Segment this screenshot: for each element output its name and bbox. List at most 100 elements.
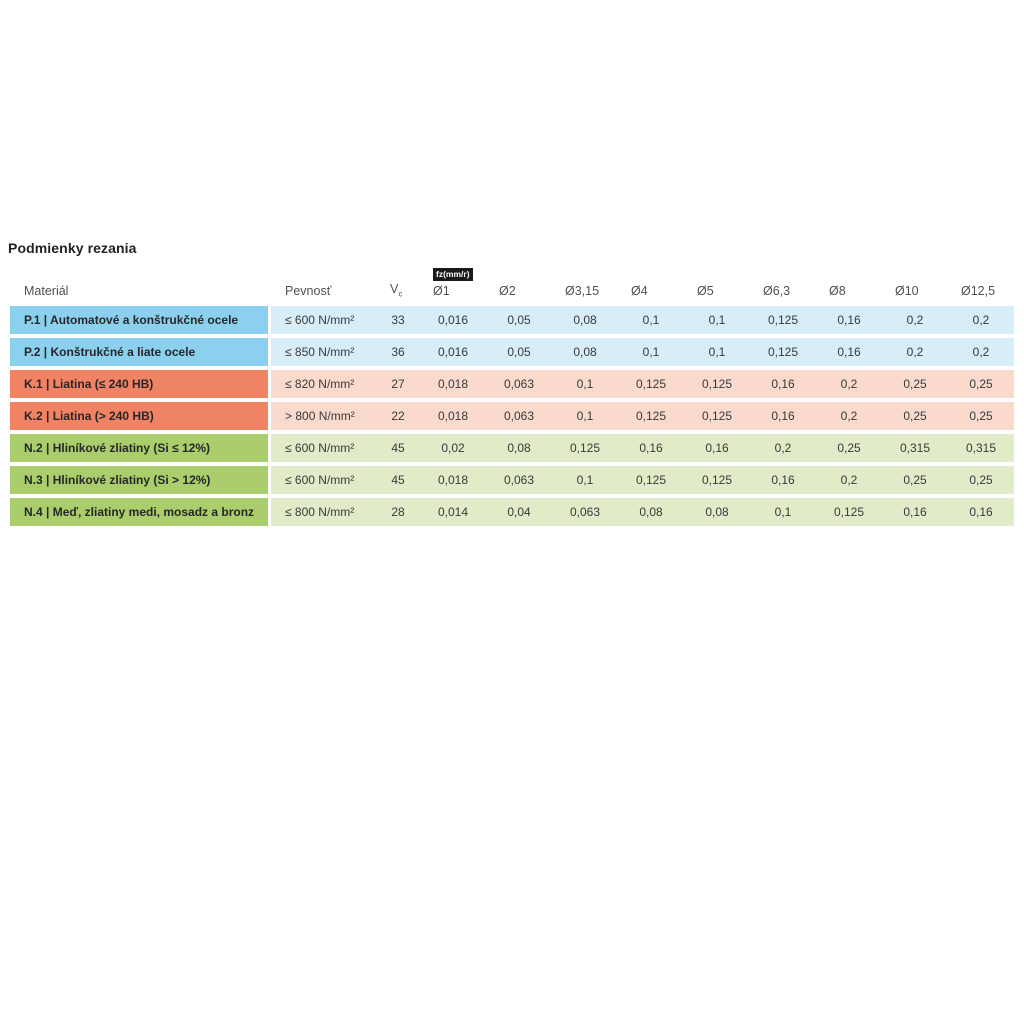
feed-value-cell: 0,16 [771, 409, 795, 423]
feed-value-cell: 0,08 [639, 505, 663, 519]
strength-cell: > 800 N/mm² [285, 409, 355, 423]
feed-value-cell: 0,25 [903, 473, 927, 487]
feed-value-cell: 0,04 [507, 505, 531, 519]
material-cell: N.4 | Meď, zliatiny medi, mosadz a bronz [10, 498, 268, 526]
feed-value-cell: 0,08 [705, 505, 729, 519]
table-row: K.1 | Liatina (≤ 240 HB) ≤ 820 N/mm² 27 0,0… [10, 370, 1014, 398]
catalog-page: Podmienky rezania Materiál Pevnosť Vc fz… [0, 241, 1024, 526]
feed-value-cell: 0,125 [569, 441, 601, 455]
feed-value-cell: 0,315 [899, 441, 931, 455]
column-header-diameter: fz(mm/r) Ø1 [420, 268, 486, 298]
feed-value-cell: 0,08 [507, 441, 531, 455]
table-body: P.1 | Automatové a konštrukčné ocele ≤ 60… [10, 306, 1014, 526]
feed-value-cell: 0,016 [437, 345, 469, 359]
feed-value-cell: 0,125 [767, 345, 799, 359]
feed-value-cell: 0,05 [507, 345, 531, 359]
feed-value-cell: 0,1 [642, 345, 660, 359]
feed-value-cell: 0,1 [774, 505, 792, 519]
row-values-band: > 800 N/mm² 22 0,018 0,063 0,1 0,125 0,125 0,16… [271, 402, 1014, 430]
feed-value-cell: 0,063 [503, 377, 535, 391]
feed-value-cell: 0,125 [767, 313, 799, 327]
feed-value-cell: 0,1 [576, 473, 594, 487]
vc-cell: 33 [391, 313, 405, 327]
feed-value-cell: 0,16 [771, 473, 795, 487]
feed-value-cell: 0,125 [635, 377, 667, 391]
material-cell: P.2 | Konštrukčné a liate ocele [10, 338, 268, 366]
column-header-diameter: Ø3,15 [552, 284, 618, 298]
feed-value-cell: 0,125 [635, 409, 667, 423]
diameter-label: Ø1 [433, 284, 450, 298]
feed-value-cell: 0,2 [774, 441, 792, 455]
diameter-label: Ø5 [697, 284, 714, 298]
column-header-diameter: Ø2 [486, 284, 552, 298]
row-values-band: ≤ 850 N/mm² 36 0,016 0,05 0,08 0,1 0,1 0,125 0,1… [271, 338, 1014, 366]
column-header-diameter: Ø12,5 [948, 284, 1014, 298]
diameter-label: Ø2 [499, 284, 516, 298]
row-values-band: ≤ 600 N/mm² 45 0,018 0,063 0,1 0,125 0,125 0,16… [271, 466, 1014, 494]
diameter-label: Ø10 [895, 284, 919, 298]
feed-value-cell: 0,25 [969, 377, 993, 391]
diameter-label: Ø3,15 [565, 284, 600, 298]
vc-symbol: V [390, 281, 399, 296]
vc-cell: 22 [391, 409, 405, 423]
feed-value-cell: 0,08 [573, 313, 597, 327]
diameter-label: Ø12,5 [961, 284, 996, 298]
vc-cell: 36 [391, 345, 405, 359]
table-header-row: Materiál Pevnosť Vc fz(mm/r) Ø1 Ø2 Ø3,15 Ø4 Ø… [10, 268, 1014, 298]
material-cell: N.3 | Hliníkové zliatiny (Si > 12%) [10, 466, 268, 494]
strength-cell: ≤ 850 N/mm² [285, 345, 355, 359]
feed-value-cell: 0,25 [969, 409, 993, 423]
feed-value-cell: 0,25 [903, 409, 927, 423]
feed-value-cell: 0,25 [969, 473, 993, 487]
strength-cell: ≤ 800 N/mm² [285, 505, 355, 519]
feed-value-cell: 0,16 [969, 505, 993, 519]
feed-value-cell: 0,1 [708, 345, 726, 359]
feed-value-cell: 0,2 [972, 345, 990, 359]
feed-value-cell: 0,125 [701, 377, 733, 391]
feed-value-cell: 0,2 [840, 377, 858, 391]
table-row: N.3 | Hliníkové zliatiny (Si > 12%) ≤ 600… [10, 466, 1014, 494]
fz-unit-badge: fz(mm/r) [433, 268, 473, 281]
column-header-diameter: Ø4 [618, 284, 684, 298]
feed-value-cell: 0,16 [837, 345, 861, 359]
table-row: N.2 | Hliníkové zliatiny (Si ≤ 12%) ≤ 600… [10, 434, 1014, 462]
feed-value-cell: 0,1 [642, 313, 660, 327]
feed-value-cell: 0,016 [437, 313, 469, 327]
strength-cell: ≤ 820 N/mm² [285, 377, 355, 391]
feed-value-cell: 0,02 [441, 441, 465, 455]
feed-value-cell: 0,014 [437, 505, 469, 519]
feed-value-cell: 0,16 [639, 441, 663, 455]
column-header-diameter: Ø6,3 [750, 284, 816, 298]
feed-value-cell: 0,1 [576, 377, 594, 391]
column-header-diameter: Ø8 [816, 284, 882, 298]
strength-cell: ≤ 600 N/mm² [285, 441, 355, 455]
strength-cell: ≤ 600 N/mm² [285, 473, 355, 487]
vc-cell: 28 [391, 505, 405, 519]
feed-value-cell: 0,16 [837, 313, 861, 327]
diameter-label: Ø6,3 [763, 284, 791, 298]
feed-value-cell: 0,125 [701, 473, 733, 487]
feed-value-cell: 0,2 [906, 313, 924, 327]
diameter-label: Ø4 [631, 284, 648, 298]
feed-value-cell: 0,05 [507, 313, 531, 327]
feed-value-cell: 0,063 [503, 409, 535, 423]
table-row: P.1 | Automatové a konštrukčné ocele ≤ 60… [10, 306, 1014, 334]
feed-value-cell: 0,1 [576, 409, 594, 423]
feed-value-cell: 0,018 [437, 377, 469, 391]
feed-value-cell: 0,25 [903, 377, 927, 391]
material-cell: N.2 | Hliníkové zliatiny (Si ≤ 12%) [10, 434, 268, 462]
row-values-band: ≤ 800 N/mm² 28 0,014 0,04 0,063 0,08 0,08 0,1 0,… [271, 498, 1014, 526]
feed-value-cell: 0,063 [503, 473, 535, 487]
vc-cell: 27 [391, 377, 405, 391]
feed-value-cell: 0,08 [573, 345, 597, 359]
table-row: N.4 | Meď, zliatiny medi, mosadz a bronz… [10, 498, 1014, 526]
page-title: Podmienky rezania [8, 240, 137, 256]
feed-value-cell: 0,16 [705, 441, 729, 455]
column-header-material: Materiál [24, 284, 69, 298]
column-header-vc: Vc [376, 282, 420, 299]
row-values-band: ≤ 600 N/mm² 33 0,016 0,05 0,08 0,1 0,1 0,125 0,1… [271, 306, 1014, 334]
material-cell: K.1 | Liatina (≤ 240 HB) [10, 370, 268, 398]
vc-cell: 45 [391, 441, 405, 455]
feed-value-cell: 0,018 [437, 409, 469, 423]
table-row: P.2 | Konštrukčné a liate ocele ≤ 850 N/m… [10, 338, 1014, 366]
